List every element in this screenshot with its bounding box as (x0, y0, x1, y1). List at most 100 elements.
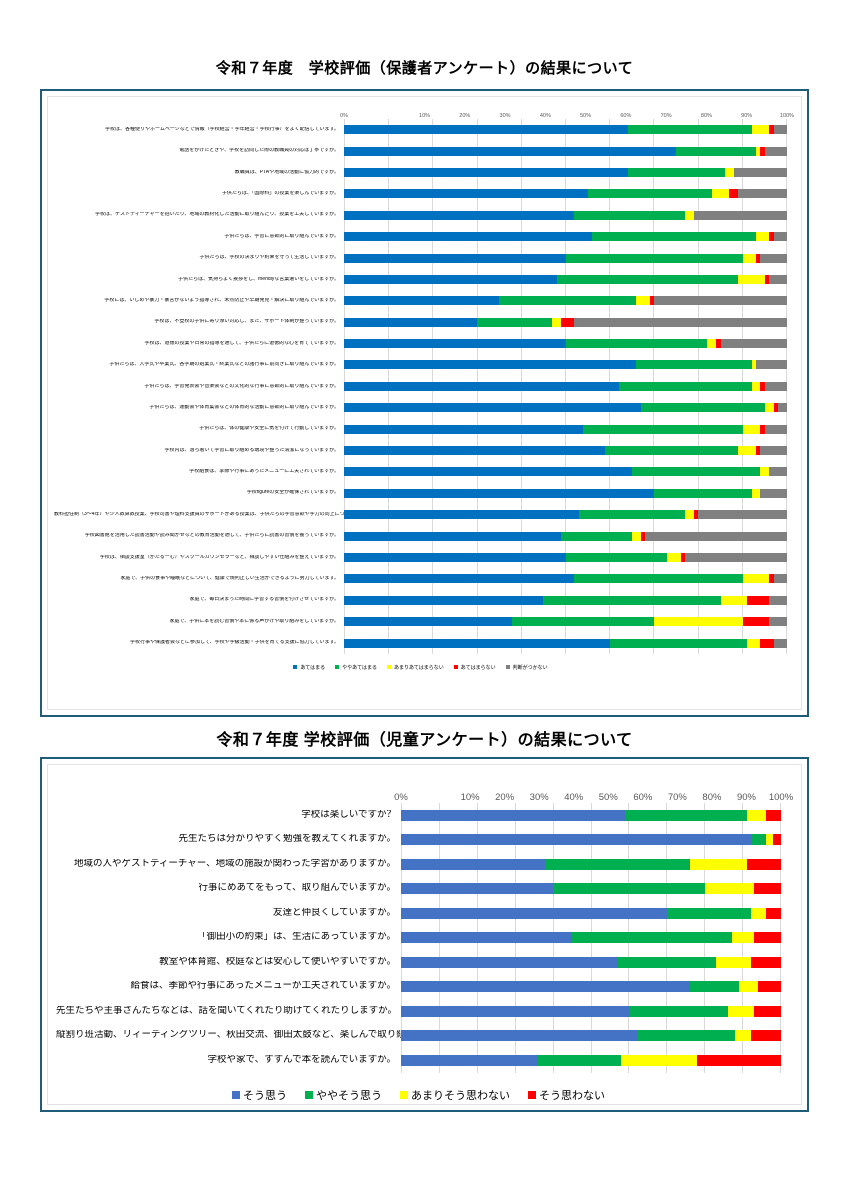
bar-segment-判断がつかない (773, 638, 787, 648)
legend-swatch-icon (335, 665, 340, 670)
bar-segment-あてはまる (344, 210, 575, 220)
bar-segment-判断がつかない (698, 510, 787, 520)
bar-track (344, 553, 787, 562)
parent-chart-axis: 0% 10% 20% 30% 40% 50% 60% 70% 80% 90% 100% (54, 109, 794, 119)
bar-track (344, 446, 787, 456)
bar-segment-あてはまる (344, 488, 655, 498)
bar-segment-あてはまらない (561, 317, 575, 327)
bar-row: 子供たちは、学習発表会や音楽会などの文化的な行事に意欲的に取り組んでいますか。 (54, 376, 787, 397)
legend-item-4[interactable]: 判断がつかない (505, 664, 548, 671)
legend-label: あてはまる (300, 664, 326, 671)
bar-segment-そう思う (401, 1030, 637, 1042)
bar-row: 子供たちは、学習に意欲的に取り組んでいますか。 (54, 226, 787, 247)
bar-row-label: 子供たちは、体の健康や安全に気を付けて行動していますか。 (199, 426, 339, 432)
legend-item-3[interactable]: そう思わない (528, 1087, 605, 1103)
legend-item-1[interactable]: ややあてはまる (335, 664, 377, 671)
bar-row-label: 子供たちは、学習発表会や音楽会などの文化的な行事に意欲的に取り組んでいますか。 (144, 383, 339, 389)
bar-row-label: 給食は、季節や行事にあったメニューが工夫されていますか。 (130, 981, 396, 992)
bar-segment-判断がつかない (720, 339, 787, 349)
bar-segment-そう思う (401, 956, 618, 968)
bar-segment-判断がつかない (685, 553, 787, 562)
legend-item-2[interactable]: あまりそう思わない (400, 1087, 510, 1103)
bar-segment-ややあてはまる (565, 339, 708, 349)
bar-segment-そう思わない (697, 1054, 781, 1066)
bar-segment-あまりあてはまらない (751, 125, 770, 135)
parent-survey-chart-inner: 0% 10% 20% 30% 40% 50% 60% 70% 80% 90% 100% 学校は、各種… (47, 96, 802, 710)
child-survey-chart-frame: 0% 10% 20% 30% 40% 50% 60% 70% 80% 90% 100% 学校は楽しい… (40, 757, 809, 1112)
bar-segment-ややあてはまる (565, 253, 743, 263)
bar-row: 子供たちは、学校の決まりや約束を守って生活していますか。 (54, 247, 787, 268)
bar-track (344, 381, 787, 391)
bar-row: 給食は、季節や行事にあったメニューが工夫されていますか。 (56, 975, 781, 1000)
parent-survey-chart: 0% 10% 20% 30% 40% 50% 60% 70% 80% 90% 100% 学校は、各種… (48, 97, 801, 709)
bar-row-label: 先生たちや主事さんたちなどは、話を聞いてくれたり助けてくれたりしますか。 (56, 1005, 397, 1016)
bar-segment-そう思わない (758, 981, 781, 993)
legend-item-1[interactable]: ややそう思う (305, 1087, 382, 1103)
bar-segment-ややあてはまる (631, 467, 761, 477)
bar-segment-あてはまる (344, 617, 513, 627)
bar-segment-ややあてはまる (543, 595, 721, 605)
axis-tick-label: 40% (564, 792, 584, 803)
bar-row-label: 地域の人やゲストティーチャー、地域の施設が関わった学習がありますか。 (73, 858, 396, 869)
bar-segment-あてはまる (344, 339, 566, 349)
bar-segment-判断がつかない (693, 210, 787, 220)
bar-segment-ややあてはまる (561, 531, 632, 541)
child-survey-chart: 0% 10% 20% 30% 40% 50% 60% 70% 80% 90% 100% 学校は楽しい… (48, 765, 801, 1104)
legend-item-0[interactable]: あてはまる (293, 664, 325, 671)
legend-item-2[interactable]: あまりあてはまらない (386, 664, 444, 671)
bar-row-label: 「御田小の約束」は、生活にあっていますか。 (197, 932, 396, 943)
parent-chart-plot-area: 学校は、各種便りやホームページなどで情報（学校経営・学年経営・学校行事）をよく配… (54, 119, 788, 654)
bar-track (401, 907, 781, 919)
bar-segment-あてはまる (344, 296, 500, 306)
bar-row-label: 縦割り班活動、リィーディングツリー、秋田交流、御田太鼓など、楽しんで取り組んでい… (56, 1030, 401, 1041)
bar-track (401, 858, 781, 870)
bar-segment-あてはまらない (760, 638, 774, 648)
legend-item-0[interactable]: そう思う (232, 1087, 287, 1103)
bar-segment-あてはまる (344, 274, 557, 284)
bar-track (344, 638, 787, 648)
bar-segment-あてはまる (344, 574, 575, 584)
axis-tick-label: 60% (633, 792, 653, 803)
bar-segment-あまりあてはまらない (738, 446, 756, 456)
bar-row-label: 学校は、ゲストティーチャーを招いたり、地域の教材化した活動に取り組んだり、授業を… (94, 212, 339, 218)
bar-row-label: 子供たちは、「国際科」の授業を楽しんでいますか。 (221, 190, 339, 196)
bar-row-label: 教科担任制（3〜4年）や少人数算数授業、学校司書や理科支援員のサポートがある授業… (54, 511, 344, 517)
bar-segment-あまりそう思わない (750, 907, 766, 919)
legend-swatch-icon (528, 1090, 536, 1099)
bar-segment-あまりあてはまらない (755, 232, 770, 242)
bar-row: 学校は楽しいですか？ (56, 803, 781, 828)
bar-segment-あてはまる (344, 510, 579, 520)
bar-row: 学校図書館を活用した読書活動や読み聞かせなどの教育活動を通して、子供たちに読書の… (54, 525, 787, 546)
axis-tick-label: 70% (667, 792, 687, 803)
bar-row-label: 家庭で、子供に本を読む習慣や本に係る声かけや取り組みをしていますか。 (169, 618, 339, 624)
axis-tick-label: 20% (495, 792, 515, 803)
bar-segment-ややそう思う (572, 932, 732, 944)
bar-segment-ややそう思う (537, 1054, 622, 1066)
bar-row: 学校は、相談支援室（かたるーむ）やスクールカウンセラーなど、相談しやすい仕組みを… (54, 547, 787, 568)
bar-track (401, 1030, 781, 1042)
bar-row-label: 学校は、相談支援室（かたるーむ）やスクールカウンセラーなど、相談しやすい仕組みを… (99, 554, 339, 560)
legend-label: あまりあてはまらない (393, 664, 444, 671)
bar-track (344, 232, 787, 242)
bar-segment-あまりあてはまらない (760, 467, 770, 477)
bar-segment-そう思う (401, 1005, 629, 1017)
bar-row-label: 学校や家で、すすんで本を読んでいますか。 (207, 1054, 396, 1065)
bar-segment-そう思わない (754, 1005, 781, 1017)
bar-segment-あてはまらない (764, 274, 770, 284)
bar-segment-あまりあてはまらない (631, 531, 641, 541)
bar-track (344, 125, 787, 135)
bar-segment-ややあてはまる (676, 146, 756, 156)
bar-row-label: 学校内は、落ち着いて学習に取り組める環境や整った清潔になっていますか。 (164, 447, 339, 453)
bar-segment-ややあてはまる (605, 446, 739, 456)
bar-segment-判断がつかない (755, 360, 787, 370)
bar-segment-判断がつかない (760, 446, 787, 456)
bar-segment-あてはまる (344, 317, 477, 327)
legend-item-3[interactable]: あてはまらない (453, 664, 496, 671)
bar-segment-あまりあてはまらない (720, 595, 748, 605)
bar-track (344, 488, 787, 498)
bar-segment-判断がつかない (760, 253, 787, 263)
bar-segment-あまりそう思わない (689, 858, 747, 870)
bar-segment-あてはまらない (693, 510, 699, 520)
bar-row: 電話をかけたときや、学校を訪問した際の教職員の対応は丁寧ですか。 (54, 140, 787, 161)
bar-segment-ややあてはまる (578, 510, 686, 520)
